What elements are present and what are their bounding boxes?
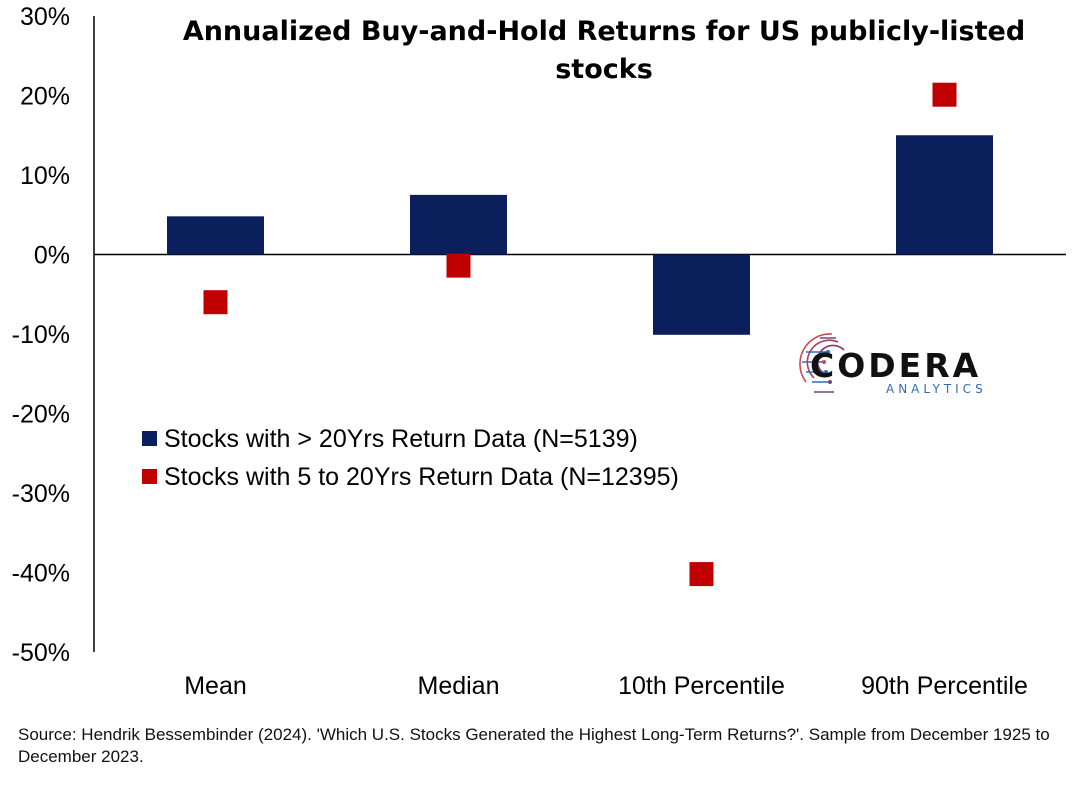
x-axis-labels: Mean Median 10th Percentile 90th Percentile <box>184 672 1028 700</box>
legend-swatch-bars <box>142 431 157 446</box>
y-tick-label: -10% <box>12 321 70 349</box>
chart-title-line-2: stocks <box>555 54 653 85</box>
legend: Stocks with > 20Yrs Return Data (N=5139)… <box>142 425 679 491</box>
bar-series <box>167 135 993 335</box>
legend-swatch-markers <box>142 469 157 484</box>
y-tick-label: 30% <box>20 3 70 31</box>
marker-3 <box>932 82 957 107</box>
y-axis: 30% 20% 10% 0% -10% -20% -30% -40% -50% <box>12 3 1066 667</box>
bar-3 <box>896 135 993 255</box>
y-tick-label: -50% <box>12 639 70 667</box>
logo-subtitle: ANALYTICS <box>886 382 987 396</box>
chart-title: Annualized Buy-and-Hold Returns for US p… <box>183 16 1025 85</box>
y-tick-label: -40% <box>12 560 70 588</box>
legend-label-markers: Stocks with 5 to 20Yrs Return Data (N=12… <box>164 463 679 491</box>
source-note: Source: Hendrik Bessembinder (2024). 'Wh… <box>18 725 1050 766</box>
bar-1 <box>410 194 507 255</box>
legend-label-bars: Stocks with > 20Yrs Return Data (N=5139) <box>164 425 638 453</box>
x-category-label: 90th Percentile <box>861 672 1028 700</box>
y-tick-label: -30% <box>12 480 70 508</box>
marker-0 <box>203 290 228 315</box>
bar-2 <box>653 254 750 335</box>
x-category-label: Mean <box>184 672 247 700</box>
x-category-label: Median <box>418 672 500 700</box>
marker-1 <box>446 253 471 278</box>
marker-series <box>203 82 957 587</box>
y-tick-label: 0% <box>34 242 70 270</box>
logo-circuit-icon <box>799 333 845 393</box>
chart-title-line-1: Annualized Buy-and-Hold Returns for US p… <box>183 16 1025 47</box>
bar-0 <box>167 216 264 255</box>
marker-2 <box>689 562 714 587</box>
y-tick-label: 20% <box>20 83 70 111</box>
codera-logo: CODERA ANALYTICS <box>799 333 987 396</box>
x-category-label: 10th Percentile <box>618 672 785 700</box>
y-tick-label: -20% <box>12 401 70 429</box>
logo-wordmark: CODERA <box>810 346 981 385</box>
y-tick-label: 10% <box>20 162 70 190</box>
